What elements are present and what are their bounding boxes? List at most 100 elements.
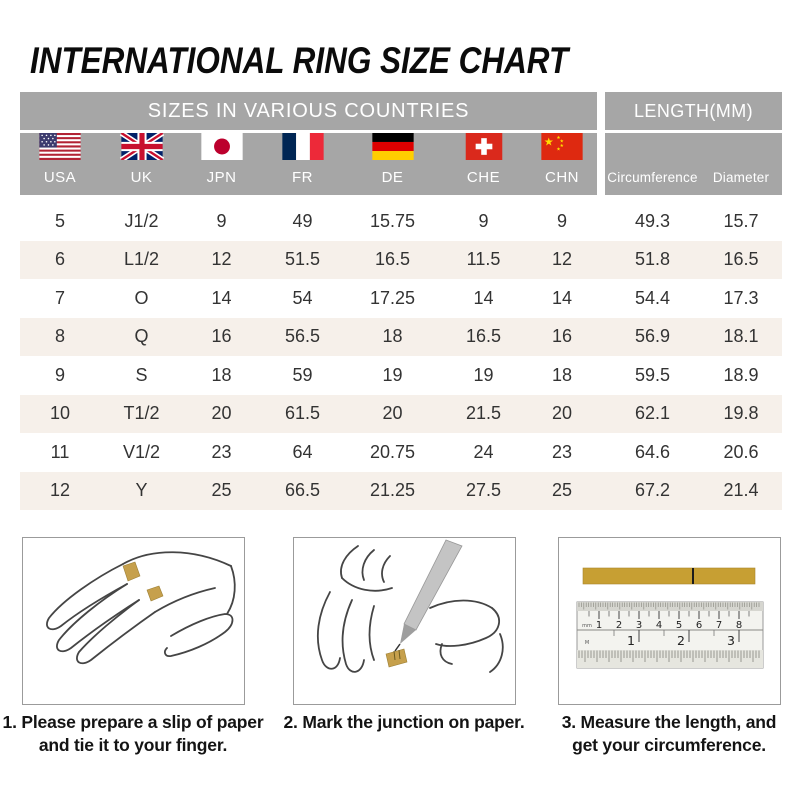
table-cell: 19	[473, 364, 494, 385]
table-cell: Y	[135, 480, 148, 501]
table-cell: S	[135, 364, 148, 385]
table-cell: 54	[292, 287, 313, 308]
caption-line: 1. Please prepare a slip of paper	[2, 712, 264, 732]
table-cell: 15.75	[369, 210, 416, 231]
table-cell: 59.5	[634, 364, 671, 385]
step-box-mark	[293, 537, 516, 705]
table-cell: 19	[382, 364, 403, 385]
china-flag-icon: ★ ★ ★ ★ ★	[541, 133, 583, 160]
column-header-jpn: JPN	[183, 133, 260, 195]
table-cell: 64	[292, 441, 313, 462]
table-cell: O	[134, 287, 149, 308]
uk-flag-icon	[119, 133, 164, 160]
caption-line: 3. Measure the length, and	[561, 712, 777, 732]
row-gap-spacer	[597, 279, 605, 318]
table-cell: 51.8	[634, 249, 671, 270]
table-row: 9 S 18 59 19 19 18 59.5 18.9	[20, 356, 782, 395]
table-cell: V1/2	[122, 441, 161, 462]
switzerland-flag-icon	[465, 133, 502, 160]
svg-text:2: 2	[677, 633, 685, 648]
table-cell: 18.1	[723, 326, 759, 347]
column-header-che: CHE	[440, 133, 527, 195]
column-header-fr: FR	[260, 133, 345, 195]
column-header-de: DE	[345, 133, 440, 195]
column-header-chn: ★ ★ ★ ★ ★ CHN	[527, 133, 597, 195]
step-box-measure: 1 2 3 4 5 6 7 8 mm 1 2 3 M	[558, 537, 781, 705]
table-cell: 23	[551, 441, 573, 462]
table-cell: 6	[54, 249, 65, 270]
group-header-sizes: SIZES IN VARIOUS COUNTRIES	[20, 92, 597, 130]
table-row: 10 T1/2 20 61.5 20 21.5 20 62.1 19.8	[20, 394, 782, 434]
step-caption-3: 3. Measure the length, and get your circu…	[534, 711, 800, 757]
table-cell: 14	[473, 287, 494, 308]
japan-flag-icon	[200, 133, 243, 160]
table-cell: 67.2	[634, 480, 671, 501]
svg-text:4: 4	[656, 620, 662, 631]
table-cell: 9	[478, 210, 489, 231]
caption-line: 2. Mark the junction on paper.	[283, 712, 525, 732]
table-cell: 20	[382, 403, 403, 424]
svg-text:★: ★	[556, 135, 560, 141]
table-cell: 18	[551, 364, 573, 385]
table-cell: 56.9	[634, 326, 671, 347]
table-cell: 18.9	[723, 364, 759, 385]
table-cell: 18	[382, 326, 403, 347]
table-cell: 25	[211, 480, 232, 501]
group-header-length: LENGTH(MM)	[605, 92, 782, 130]
table-cell: T1/2	[123, 403, 160, 424]
table-cell: 11.5	[466, 249, 501, 270]
table-body: 5 J1/2 9 49 15.75 9 9 49.3 15.7 6 L1/2 12 51.5 16.5 11…	[20, 202, 782, 510]
table-cell: 16	[551, 326, 573, 347]
header-gap	[597, 133, 605, 195]
table-cell: 64.6	[634, 441, 671, 462]
ring-size-table: SIZES IN VARIOUS COUNTRIES LENGTH(MM)	[20, 92, 782, 510]
table-cell: 49.3	[634, 210, 671, 231]
svg-text:3: 3	[636, 620, 642, 631]
row-gap-spacer	[597, 202, 605, 241]
table-cell: 61.5	[284, 403, 321, 424]
table-cell: 62.1	[634, 403, 671, 424]
table-cell: 20	[551, 403, 573, 424]
table-row: 12 Y 25 66.5 21.25 27.5 25 67.2 21.4	[20, 471, 782, 510]
table-row: 6 L1/2 12 51.5 16.5 11.5 12 51.8 16.5	[20, 240, 782, 280]
column-label-de: DE	[381, 169, 404, 186]
table-header: SIZES IN VARIOUS COUNTRIES LENGTH(MM)	[20, 92, 782, 195]
column-header-uk: UK	[100, 133, 183, 195]
svg-text:2: 2	[616, 620, 622, 631]
table-cell: 21.25	[369, 480, 416, 501]
table-cell: 9	[216, 210, 227, 231]
table-cell: 17.3	[723, 287, 759, 308]
table-row: 8 Q 16 56.5 18 16.5 16 56.9 18.1	[20, 317, 782, 357]
table-cell: J1/2	[124, 210, 159, 231]
step-caption-1: 1. Please prepare a slip of paper and tie…	[0, 711, 268, 757]
table-cell: 25	[551, 480, 573, 501]
table-cell: 12	[211, 249, 232, 270]
table-cell: 12	[551, 249, 573, 270]
table-cell: 14	[551, 287, 573, 308]
table-cell: 23	[211, 441, 232, 462]
table-cell: 24	[473, 441, 494, 462]
row-gap-spacer	[597, 356, 605, 395]
row-gap-spacer	[597, 241, 605, 280]
germany-flag-icon	[371, 133, 414, 160]
column-label-usa: USA	[43, 169, 77, 186]
table-cell: 10	[49, 403, 71, 424]
table-cell: 27.5	[465, 480, 502, 501]
row-gap-spacer	[597, 395, 605, 434]
table-cell: 7	[54, 287, 65, 308]
table-cell: 5	[54, 210, 65, 231]
table-cell: 9	[556, 210, 567, 231]
header-gap	[597, 92, 605, 130]
table-cell: 54.4	[634, 287, 671, 308]
page-title: INTERNATIONAL RING SIZE CHART	[30, 40, 569, 81]
row-gap-spacer	[597, 433, 605, 472]
row-gap-spacer	[597, 318, 605, 357]
mark-junction-illustration	[316, 539, 504, 673]
table-cell: 51.5	[284, 249, 321, 270]
svg-text:1: 1	[596, 620, 602, 631]
svg-text:5: 5	[676, 620, 682, 631]
table-cell: 20.6	[723, 441, 759, 462]
table-cell: 18	[211, 364, 232, 385]
column-header-usa: USA	[20, 133, 100, 195]
